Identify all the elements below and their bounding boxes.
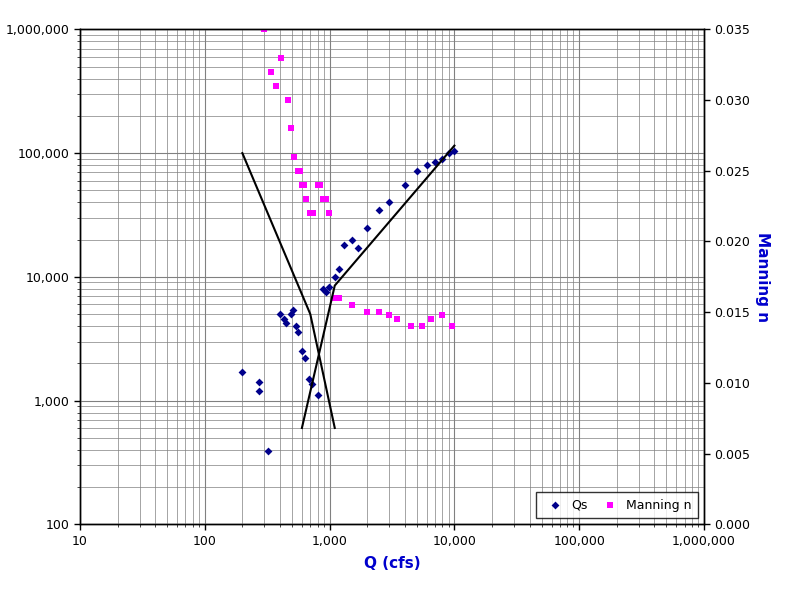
Qs bbox=[338, 240, 350, 250]
Qs bbox=[292, 327, 305, 336]
Manning n bbox=[270, 81, 282, 91]
Manning n bbox=[265, 67, 278, 77]
Manning n bbox=[373, 307, 386, 317]
Manning n bbox=[436, 310, 449, 320]
Qs bbox=[429, 157, 442, 167]
Qs bbox=[274, 309, 286, 319]
Manning n bbox=[285, 124, 298, 133]
Qs bbox=[236, 368, 249, 377]
Qs bbox=[328, 272, 341, 282]
Qs bbox=[302, 374, 315, 383]
Qs bbox=[420, 160, 433, 170]
Manning n bbox=[281, 95, 294, 105]
Manning n bbox=[294, 166, 306, 176]
Qs bbox=[252, 386, 265, 395]
Qs bbox=[295, 346, 308, 356]
Manning n bbox=[415, 322, 428, 331]
Qs bbox=[345, 235, 358, 244]
Manning n bbox=[274, 18, 286, 27]
Manning n bbox=[298, 180, 310, 190]
X-axis label: Q (cfs): Q (cfs) bbox=[364, 556, 420, 571]
Qs bbox=[448, 146, 461, 155]
Manning n bbox=[446, 322, 458, 331]
Manning n bbox=[307, 209, 320, 218]
Legend: Qs, Manning n: Qs, Manning n bbox=[536, 492, 698, 518]
Manning n bbox=[328, 293, 341, 303]
Manning n bbox=[311, 180, 324, 190]
Qs bbox=[285, 309, 298, 319]
Qs bbox=[252, 378, 265, 387]
Qs bbox=[278, 314, 290, 323]
Qs bbox=[398, 181, 411, 190]
Qs bbox=[299, 353, 312, 363]
Qs bbox=[290, 322, 302, 331]
Manning n bbox=[300, 194, 313, 204]
Manning n bbox=[425, 315, 438, 324]
Qs bbox=[262, 446, 274, 456]
Manning n bbox=[391, 315, 404, 324]
Manning n bbox=[319, 194, 332, 204]
Qs bbox=[442, 148, 455, 158]
Qs bbox=[352, 244, 365, 253]
Qs bbox=[320, 287, 333, 297]
Manning n bbox=[361, 307, 374, 317]
Manning n bbox=[322, 209, 335, 218]
Qs bbox=[333, 264, 346, 274]
Qs bbox=[286, 305, 299, 315]
Qs bbox=[306, 380, 318, 389]
Qs bbox=[410, 166, 423, 176]
Manning n bbox=[316, 194, 329, 204]
Manning n bbox=[382, 310, 395, 320]
Manning n bbox=[258, 25, 270, 34]
Manning n bbox=[314, 180, 326, 190]
Qs bbox=[436, 154, 449, 164]
Qs bbox=[322, 283, 335, 292]
Manning n bbox=[405, 322, 418, 331]
Manning n bbox=[295, 180, 308, 190]
Y-axis label: Manning n: Manning n bbox=[755, 231, 770, 322]
Qs bbox=[311, 391, 324, 400]
Manning n bbox=[333, 293, 346, 303]
Qs bbox=[373, 205, 386, 214]
Qs bbox=[382, 198, 395, 207]
Qs bbox=[316, 284, 329, 293]
Manning n bbox=[345, 300, 358, 310]
Manning n bbox=[304, 209, 317, 218]
Qs bbox=[280, 319, 293, 328]
Qs bbox=[361, 223, 374, 232]
Manning n bbox=[288, 152, 301, 161]
Manning n bbox=[275, 53, 288, 62]
Manning n bbox=[292, 166, 305, 176]
